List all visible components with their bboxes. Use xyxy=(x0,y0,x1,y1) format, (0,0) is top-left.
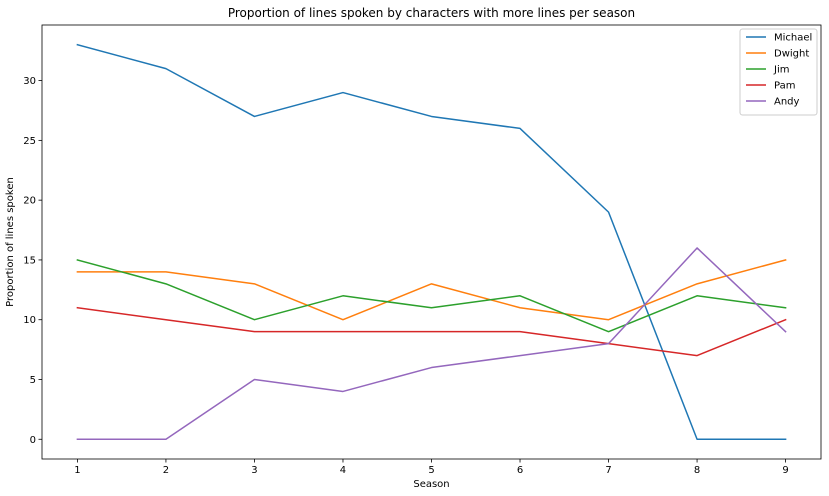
y-tick-label: 5 xyxy=(30,375,36,386)
plot-frame xyxy=(41,24,822,460)
x-tick-label: 9 xyxy=(782,465,788,476)
y-axis: 0 5 10 15 20 25 30 xyxy=(23,76,42,446)
x-tick-label: 6 xyxy=(517,465,523,476)
y-tick-label: 15 xyxy=(23,255,36,266)
series-line-jim xyxy=(76,259,787,333)
chart-title: Proportion of lines spoken by characters… xyxy=(228,6,635,20)
y-axis-label: Proportion of lines spoken xyxy=(5,177,16,307)
x-tick-label: 8 xyxy=(694,465,700,476)
series-line-andy xyxy=(76,247,787,441)
series-line-dwight xyxy=(76,259,787,321)
y-tick-label: 10 xyxy=(23,315,36,326)
y-tick-label: 30 xyxy=(23,76,36,87)
x-axis: 1 2 3 4 5 6 7 8 9 xyxy=(74,459,789,476)
series-line-pam xyxy=(76,306,787,357)
plot-series xyxy=(76,43,787,441)
legend: Michael Dwight Jim Pam Andy xyxy=(739,28,818,116)
x-tick-label: 7 xyxy=(605,465,611,476)
legend-label: Michael xyxy=(774,33,812,44)
x-axis-label: Season xyxy=(413,479,449,490)
y-tick-label: 20 xyxy=(23,196,36,207)
y-tick-label: 25 xyxy=(23,136,36,147)
x-tick-label: 1 xyxy=(74,465,80,476)
series-line-michael xyxy=(76,43,787,441)
x-tick-label: 3 xyxy=(251,465,257,476)
legend-label: Dwight xyxy=(774,49,809,60)
y-tick-label: 0 xyxy=(30,435,36,446)
legend-label: Pam xyxy=(774,81,795,92)
x-tick-label: 2 xyxy=(163,465,169,476)
x-tick-label: 4 xyxy=(340,465,346,476)
x-tick-label: 5 xyxy=(428,465,434,476)
legend-box xyxy=(739,28,818,116)
legend-label: Andy xyxy=(774,97,800,108)
legend-label: Jim xyxy=(773,65,789,76)
